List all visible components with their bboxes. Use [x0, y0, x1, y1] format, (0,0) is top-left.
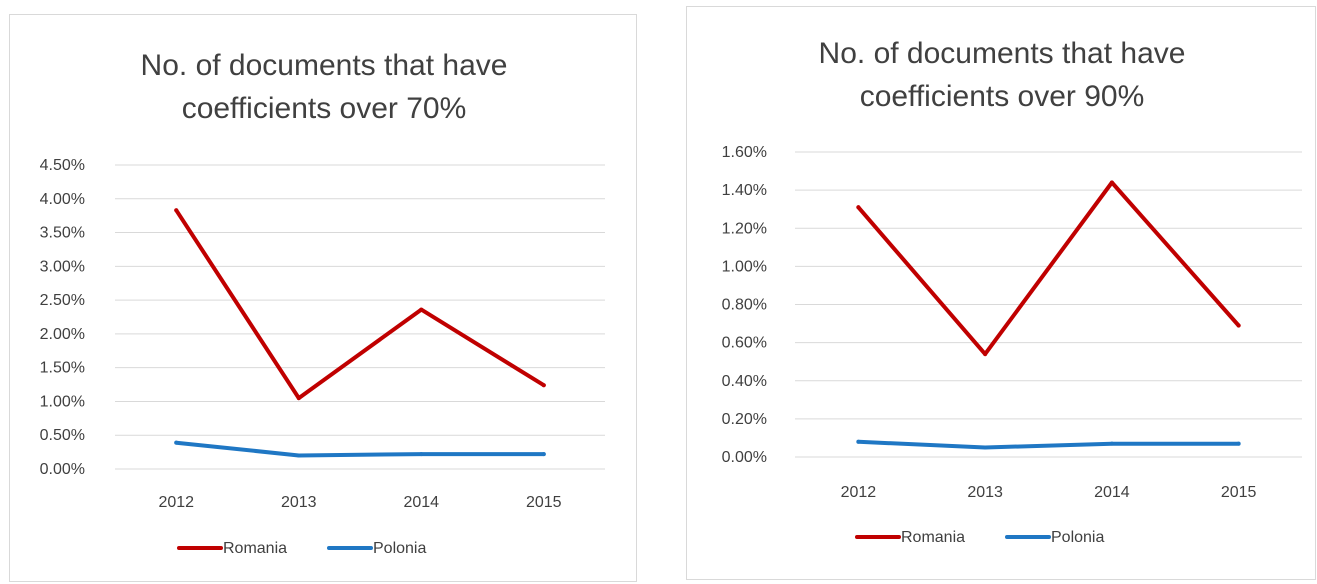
legend-label-romania: Romania [901, 529, 965, 546]
data-point-polonia [541, 452, 546, 457]
x-tick-label: 2012 [158, 494, 194, 511]
series-line-romania [174, 208, 546, 401]
y-tick-label: 3.00% [40, 258, 85, 275]
chart-90: No. of documents that have coefficients o… [722, 37, 1302, 546]
data-point-polonia [174, 440, 179, 445]
y-tick-label: 2.50% [40, 292, 85, 309]
legend-label-romania: Romania [223, 540, 287, 557]
chart-panel-70: No. of documents that have coefficients o… [9, 14, 637, 582]
y-tick-label: 3.50% [40, 225, 85, 242]
data-point-romania [174, 208, 179, 213]
chart-title-line: coefficients over 90% [860, 80, 1145, 113]
y-tick-label: 0.80% [722, 297, 767, 314]
data-point-romania [296, 396, 301, 401]
y-tick-label: 0.20% [722, 411, 767, 428]
y-tick-label: 4.50% [40, 157, 85, 174]
y-tick-label: 0.60% [722, 335, 767, 352]
y-tick-label: 0.40% [722, 373, 767, 390]
data-point-polonia [1236, 441, 1241, 446]
data-point-romania [419, 307, 424, 312]
x-tick-label: 2014 [1094, 484, 1130, 501]
data-point-polonia [983, 445, 988, 450]
y-tick-label: 0.00% [722, 449, 767, 466]
y-tick-label: 2.00% [40, 326, 85, 343]
x-tick-label: 2015 [526, 494, 562, 511]
series-line-polonia [856, 439, 1241, 450]
legend-label-polonia: Polonia [373, 540, 426, 557]
series-line-polonia [174, 440, 546, 458]
x-tick-label: 2012 [841, 484, 877, 501]
x-tick-label: 2014 [403, 494, 439, 511]
y-tick-label: 0.00% [40, 461, 85, 478]
chart-title-line: No. of documents that have [141, 49, 508, 82]
x-tick-label: 2013 [967, 484, 1003, 501]
chart-70: No. of documents that have coefficients o… [40, 49, 605, 557]
y-tick-label: 1.00% [40, 393, 85, 410]
legend-label-polonia: Polonia [1051, 529, 1104, 546]
x-tick-label: 2015 [1221, 484, 1257, 501]
y-tick-label: 1.40% [722, 182, 767, 199]
y-tick-label: 1.60% [722, 144, 767, 161]
chart-title-line: coefficients over 70% [182, 92, 467, 125]
data-point-polonia [856, 439, 861, 444]
y-tick-label: 1.50% [40, 360, 85, 377]
data-point-romania [1236, 323, 1241, 328]
series-line-romania [856, 180, 1241, 357]
chart-panel-90: No. of documents that have coefficients o… [686, 6, 1316, 580]
chart-title-line: No. of documents that have [819, 37, 1186, 70]
data-point-romania [541, 383, 546, 388]
data-point-polonia [1109, 441, 1114, 446]
x-tick-label: 2013 [281, 494, 317, 511]
data-point-polonia [296, 453, 301, 458]
y-tick-label: 4.00% [40, 191, 85, 208]
y-tick-label: 0.50% [40, 427, 85, 444]
data-point-romania [983, 352, 988, 357]
data-point-romania [856, 205, 861, 210]
y-tick-label: 1.00% [722, 258, 767, 275]
data-point-romania [1109, 180, 1114, 185]
data-point-polonia [419, 452, 424, 457]
y-tick-label: 1.20% [722, 220, 767, 237]
